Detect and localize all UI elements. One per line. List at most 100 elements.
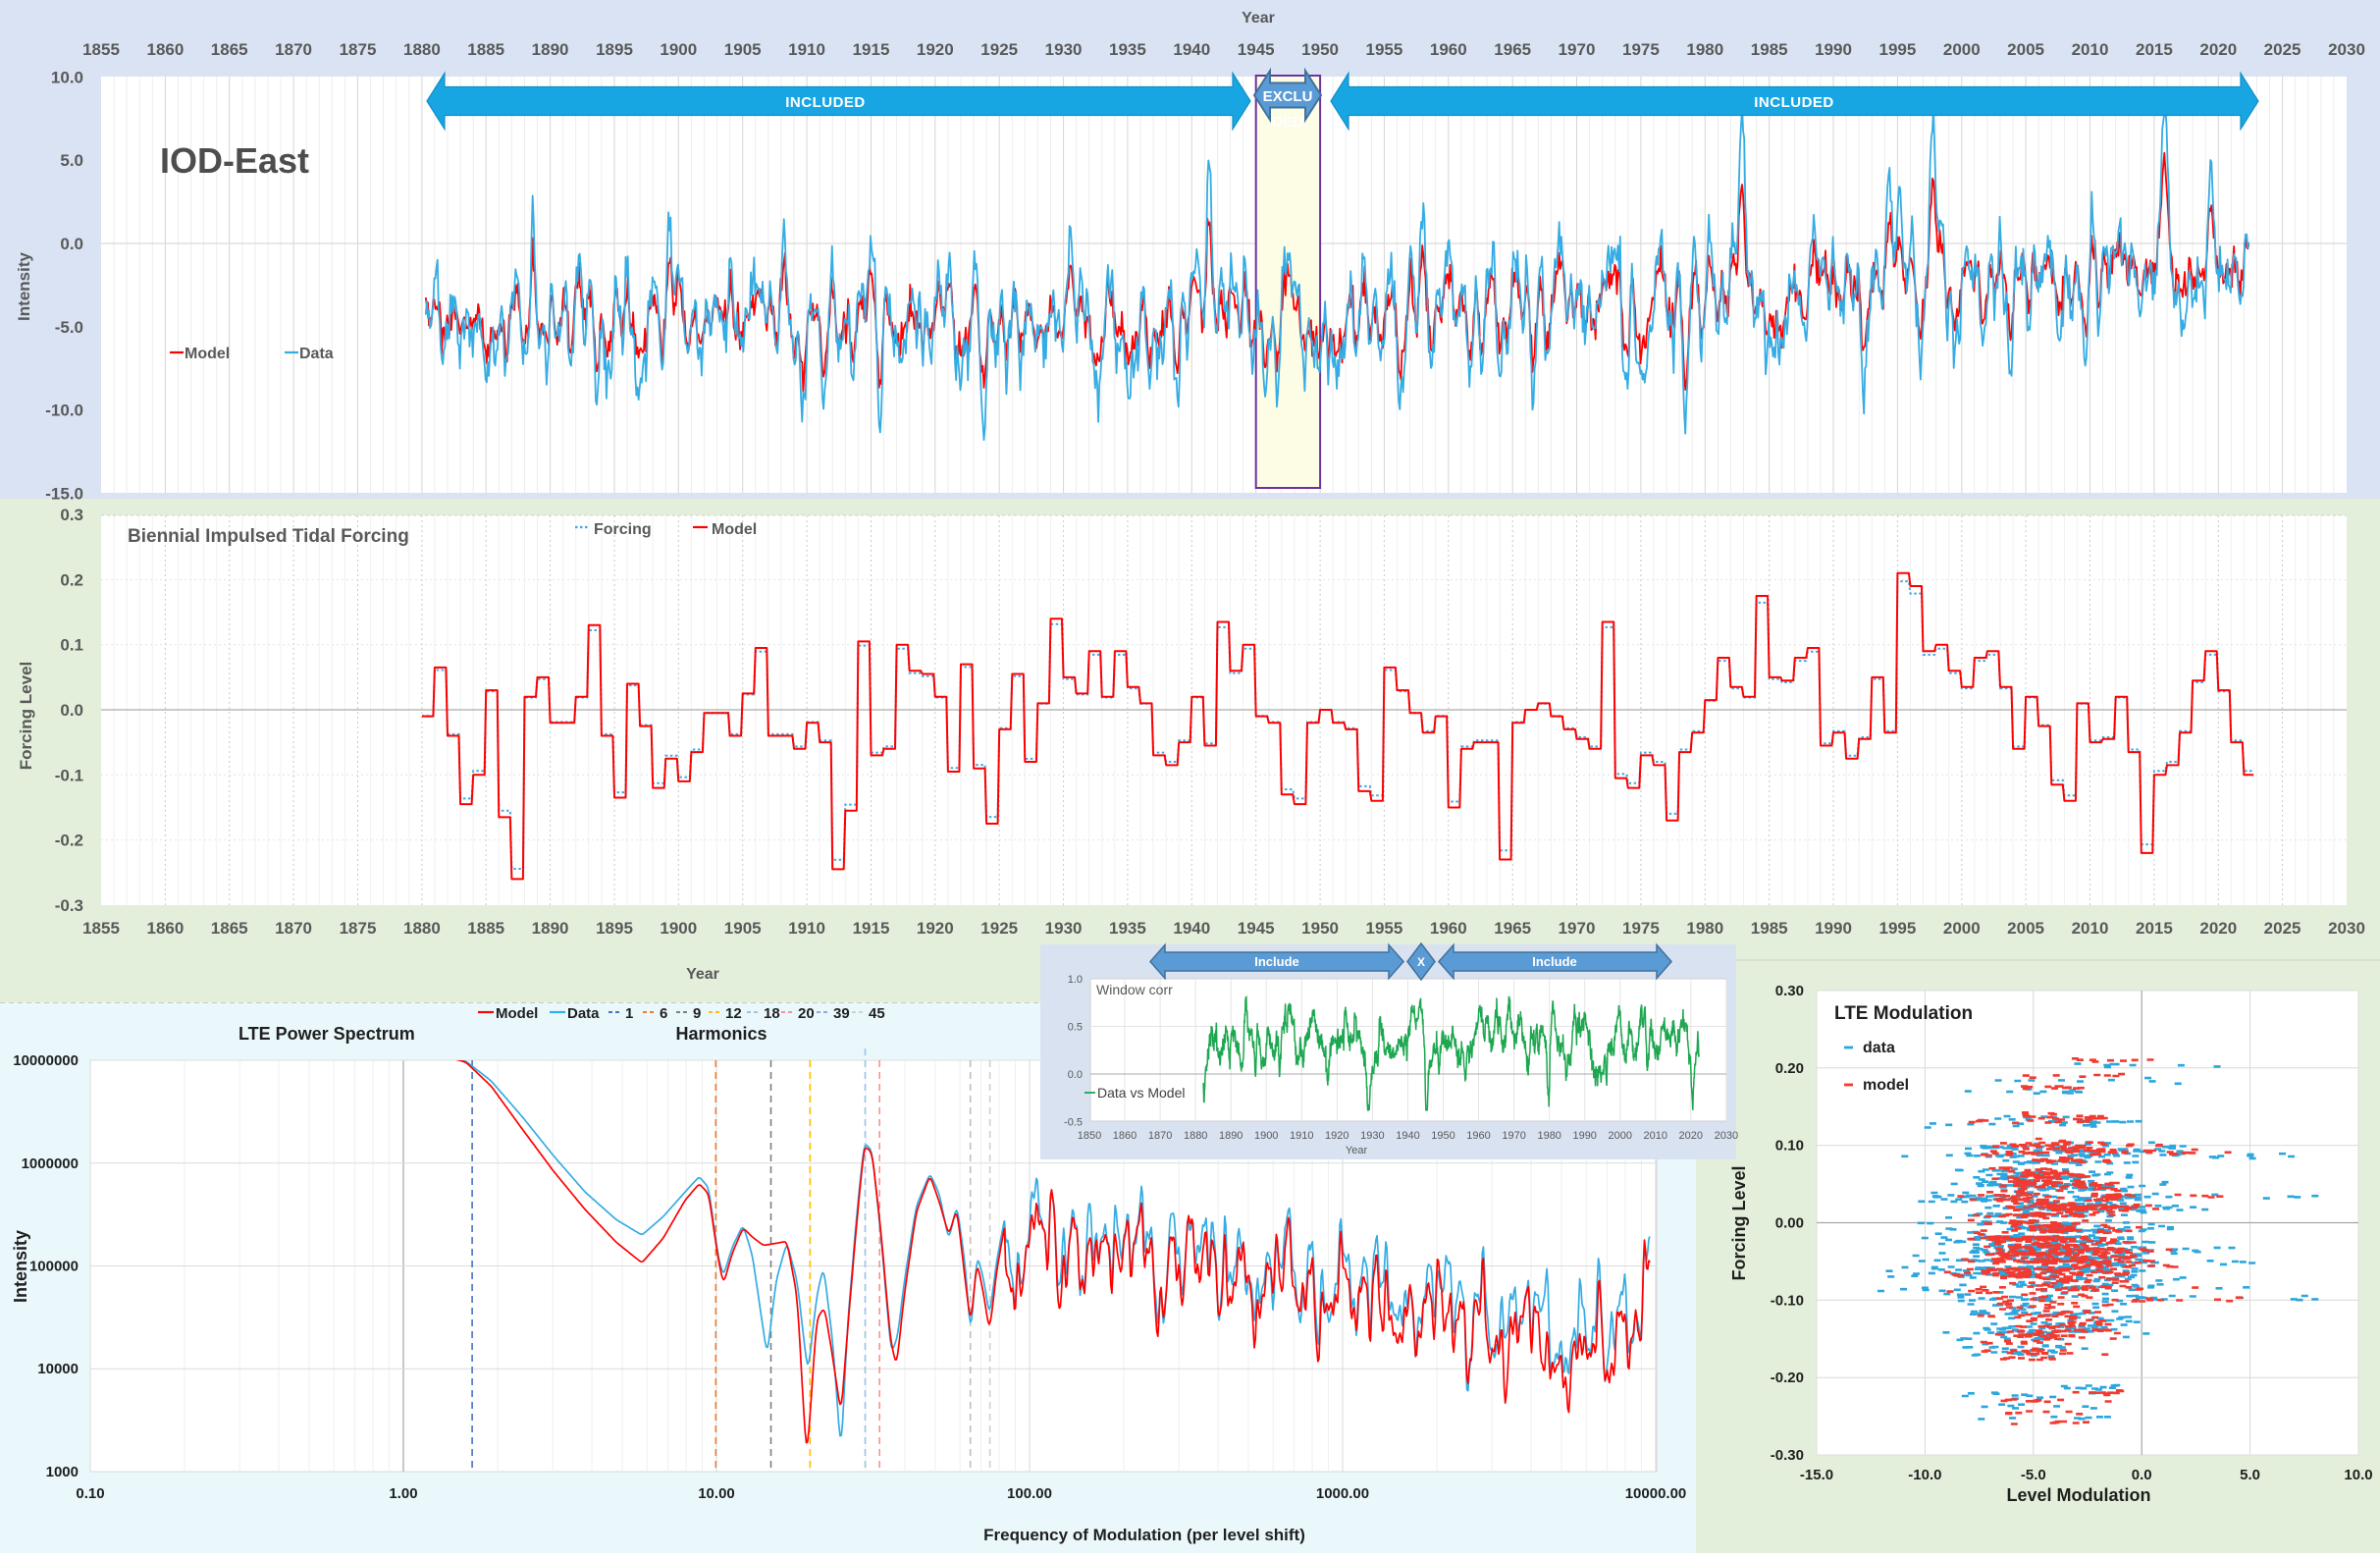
svg-text:1000: 1000 xyxy=(46,1464,79,1480)
svg-text:-15.0: -15.0 xyxy=(1800,1467,1833,1483)
svg-text:1915: 1915 xyxy=(853,919,890,938)
svg-text:2020: 2020 xyxy=(1679,1130,1703,1142)
svg-text:1860: 1860 xyxy=(146,919,184,938)
svg-text:IOD-East: IOD-East xyxy=(160,140,309,181)
svg-text:1855: 1855 xyxy=(82,40,120,59)
svg-text:1870: 1870 xyxy=(1148,1130,1172,1142)
svg-text:1905: 1905 xyxy=(724,919,762,938)
svg-text:1950: 1950 xyxy=(1301,40,1339,59)
svg-text:1925: 1925 xyxy=(980,919,1018,938)
svg-text:1910: 1910 xyxy=(788,40,825,59)
svg-text:1945: 1945 xyxy=(1238,40,1275,59)
svg-text:1885: 1885 xyxy=(467,919,504,938)
svg-text:data: data xyxy=(1863,1040,1895,1056)
svg-text:1985: 1985 xyxy=(1751,40,1788,59)
svg-text:100000: 100000 xyxy=(29,1259,79,1275)
svg-text:45: 45 xyxy=(869,1005,885,1022)
svg-text:1.00: 1.00 xyxy=(389,1485,417,1502)
svg-text:0.0: 0.0 xyxy=(2132,1467,2152,1483)
svg-text:LTE Modulation: LTE Modulation xyxy=(1834,1003,1973,1024)
svg-text:1900: 1900 xyxy=(1254,1130,1278,1142)
svg-text:0.1: 0.1 xyxy=(60,636,83,655)
svg-text:Include: Include xyxy=(1254,954,1299,969)
svg-text:1875: 1875 xyxy=(340,40,377,59)
svg-text:1930: 1930 xyxy=(1045,40,1083,59)
svg-text:1900: 1900 xyxy=(660,40,697,59)
svg-text:Data vs Model: Data vs Model xyxy=(1097,1085,1185,1101)
svg-text:1875: 1875 xyxy=(340,919,377,938)
svg-text:1.0: 1.0 xyxy=(1068,974,1083,986)
svg-text:Model: Model xyxy=(712,521,757,538)
svg-text:Intensity: Intensity xyxy=(15,252,33,321)
svg-text:1895: 1895 xyxy=(596,919,633,938)
svg-text:100.00: 100.00 xyxy=(1007,1485,1052,1502)
svg-text:Data: Data xyxy=(299,346,334,362)
svg-text:0.10: 0.10 xyxy=(76,1485,104,1502)
svg-text:1905: 1905 xyxy=(724,40,762,59)
svg-text:1930: 1930 xyxy=(1360,1130,1384,1142)
svg-text:0.20: 0.20 xyxy=(1775,1060,1804,1077)
svg-text:2030: 2030 xyxy=(2328,919,2365,938)
svg-text:1: 1 xyxy=(625,1005,633,1022)
svg-text:model: model xyxy=(1863,1077,1909,1094)
svg-text:1955: 1955 xyxy=(1365,40,1402,59)
svg-text:1985: 1985 xyxy=(1751,919,1788,938)
svg-text:1900: 1900 xyxy=(660,919,697,938)
svg-text:1935: 1935 xyxy=(1109,40,1146,59)
svg-text:12: 12 xyxy=(725,1005,742,1022)
svg-text:1955: 1955 xyxy=(1365,919,1402,938)
svg-text:10.00: 10.00 xyxy=(698,1485,735,1502)
svg-text:0.00: 0.00 xyxy=(1775,1215,1804,1232)
svg-text:1950: 1950 xyxy=(1431,1130,1454,1142)
svg-text:Forcing Level: Forcing Level xyxy=(1729,1165,1749,1280)
svg-text:1970: 1970 xyxy=(1559,919,1596,938)
svg-text:2020: 2020 xyxy=(2199,919,2237,938)
svg-text:-0.20: -0.20 xyxy=(1771,1370,1804,1386)
svg-text:-0.30: -0.30 xyxy=(1771,1447,1804,1464)
svg-text:Intensity: Intensity xyxy=(11,1230,30,1303)
svg-text:Year: Year xyxy=(1242,10,1275,27)
svg-text:1880: 1880 xyxy=(1184,1130,1207,1142)
svg-text:1890: 1890 xyxy=(1219,1130,1243,1142)
svg-text:1860: 1860 xyxy=(1113,1130,1137,1142)
svg-text:-5.0: -5.0 xyxy=(2021,1467,2046,1483)
svg-text:-0.5: -0.5 xyxy=(1064,1117,1083,1129)
svg-text:1980: 1980 xyxy=(1537,1130,1560,1142)
svg-text:0.0: 0.0 xyxy=(60,235,83,253)
svg-text:2000: 2000 xyxy=(1609,1130,1632,1142)
svg-text:Forcing Level: Forcing Level xyxy=(17,662,35,771)
svg-text:6: 6 xyxy=(660,1005,667,1022)
svg-text:5.0: 5.0 xyxy=(2240,1467,2260,1483)
svg-text:X: X xyxy=(1417,955,1425,969)
svg-text:-10.0: -10.0 xyxy=(1908,1467,1941,1483)
svg-text:Data: Data xyxy=(567,1005,600,1022)
svg-text:18: 18 xyxy=(764,1005,780,1022)
svg-text:2030: 2030 xyxy=(1715,1130,1738,1142)
svg-text:-0.10: -0.10 xyxy=(1771,1292,1804,1309)
svg-text:Forcing: Forcing xyxy=(594,521,652,538)
svg-text:-0.1: -0.1 xyxy=(55,766,83,784)
svg-text:1865: 1865 xyxy=(211,40,248,59)
svg-text:10.0: 10.0 xyxy=(51,68,83,86)
svg-text:1990: 1990 xyxy=(1572,1130,1596,1142)
svg-text:1975: 1975 xyxy=(1622,919,1660,938)
svg-text:1880: 1880 xyxy=(403,919,441,938)
svg-text:0.0: 0.0 xyxy=(1068,1069,1083,1081)
svg-text:1970: 1970 xyxy=(1502,1130,1525,1142)
svg-text:EXCLU: EXCLU xyxy=(1263,88,1313,105)
svg-text:INCLUDED: INCLUDED xyxy=(785,94,866,111)
svg-text:1940: 1940 xyxy=(1396,1130,1419,1142)
svg-text:1960: 1960 xyxy=(1466,1130,1490,1142)
svg-text:1000000: 1000000 xyxy=(22,1155,79,1172)
svg-text:1990: 1990 xyxy=(1815,40,1852,59)
svg-text:1975: 1975 xyxy=(1622,40,1660,59)
svg-text:5.0: 5.0 xyxy=(60,151,83,170)
svg-text:1940: 1940 xyxy=(1173,40,1210,59)
svg-text:1870: 1870 xyxy=(275,40,312,59)
svg-text:1935: 1935 xyxy=(1109,919,1146,938)
svg-text:0.5: 0.5 xyxy=(1068,1022,1083,1034)
svg-text:Biennial Impulsed Tidal Forcin: Biennial Impulsed Tidal Forcing xyxy=(128,526,409,547)
svg-text:1890: 1890 xyxy=(532,919,569,938)
svg-text:1940: 1940 xyxy=(1173,919,1210,938)
svg-text:2020: 2020 xyxy=(2199,40,2237,59)
